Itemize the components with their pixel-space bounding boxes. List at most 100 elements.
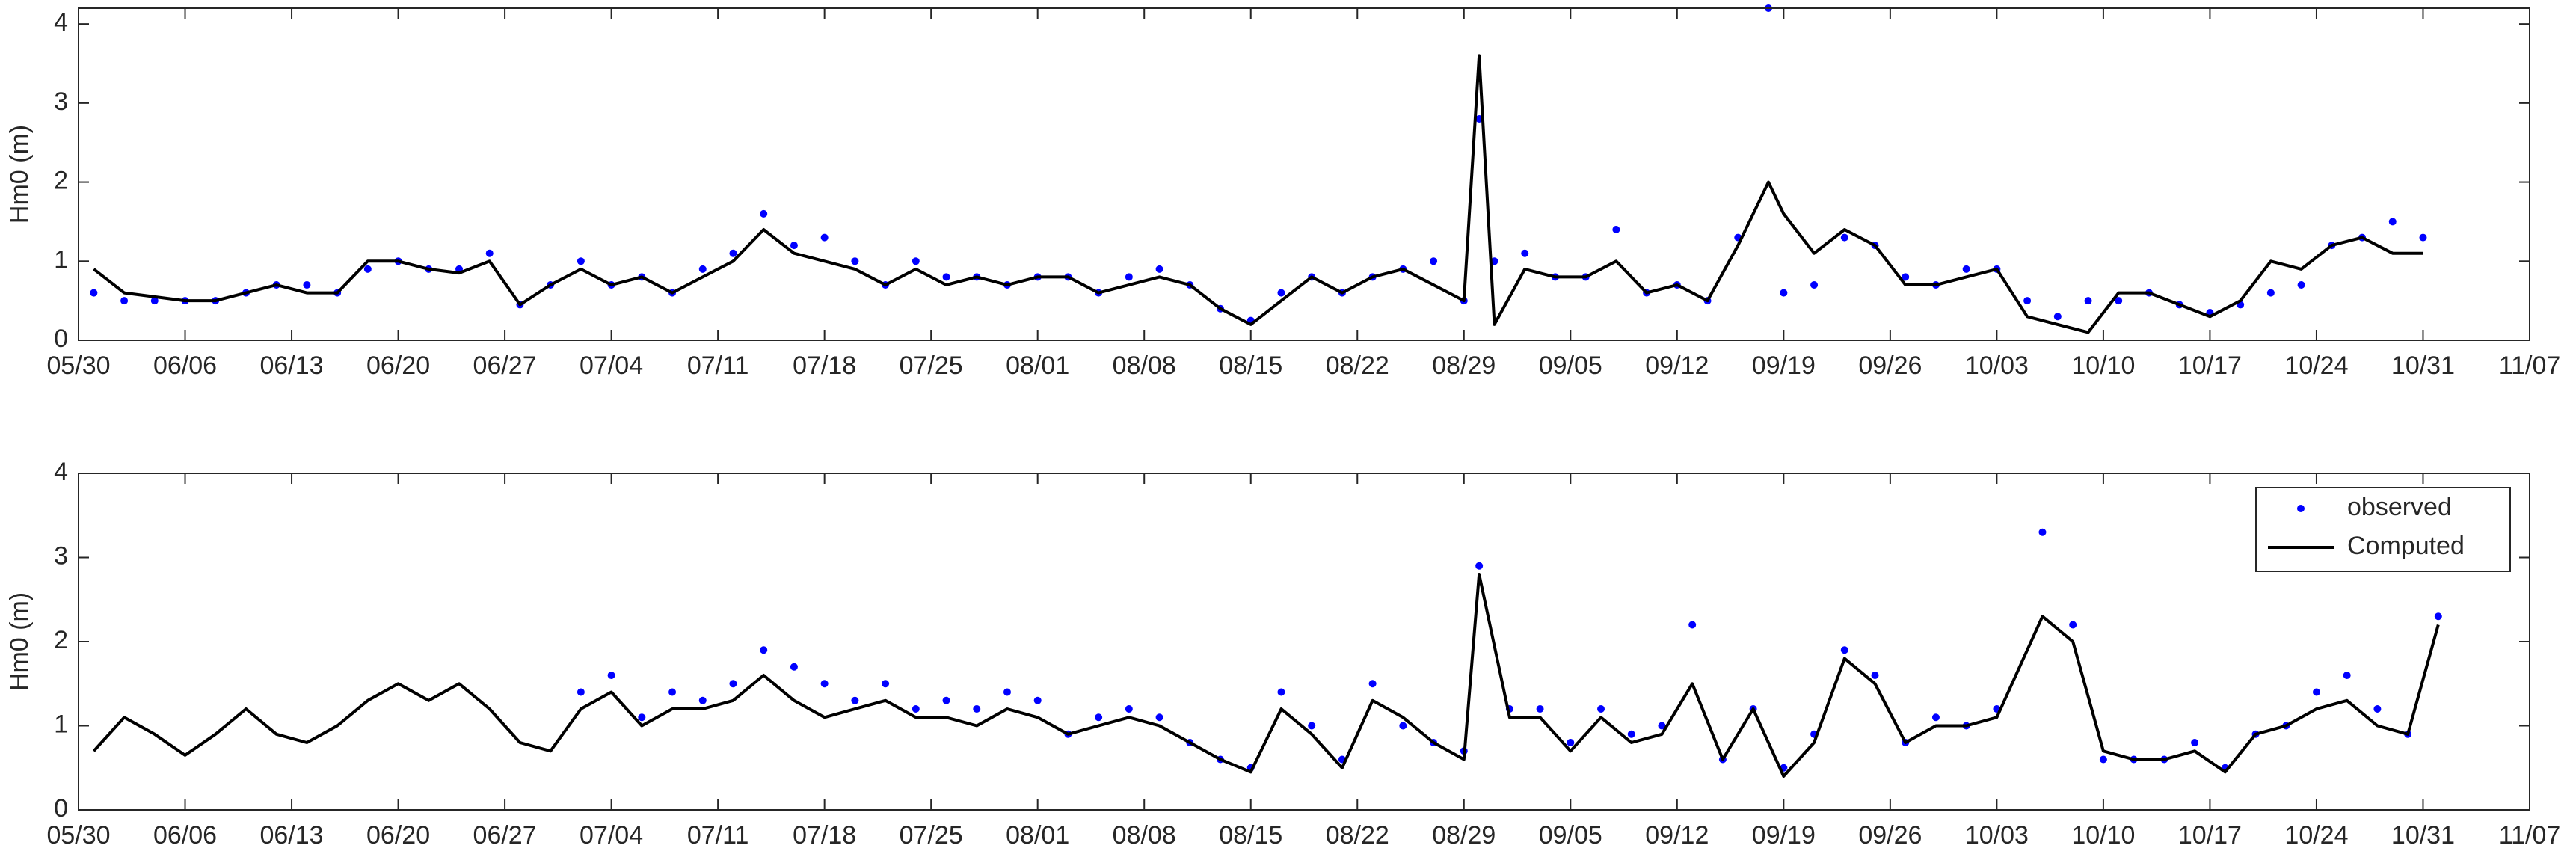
x-tick-label: 06/27 xyxy=(473,351,537,380)
legend-label: observed xyxy=(2347,493,2452,521)
observed-point xyxy=(760,646,768,654)
x-tick-label: 09/19 xyxy=(1752,351,1816,380)
x-tick-label: 10/31 xyxy=(2391,821,2455,850)
observed-point xyxy=(1780,289,1788,297)
observed-point xyxy=(1871,672,1879,679)
x-tick-label: 08/15 xyxy=(1219,351,1282,380)
observed-point xyxy=(1840,233,1848,242)
observed-point xyxy=(1033,696,1042,704)
observed-point xyxy=(2419,233,2427,242)
observed-point xyxy=(1658,722,1666,730)
y-tick-label: 3 xyxy=(54,87,68,116)
observed-point xyxy=(942,273,950,281)
y-tick-label: 2 xyxy=(54,167,68,195)
observed-point xyxy=(1003,688,1011,696)
observed-point xyxy=(851,696,859,704)
observed-point xyxy=(577,688,585,696)
x-tick-label: 08/29 xyxy=(1432,821,1496,850)
x-tick-label: 10/17 xyxy=(2178,821,2242,850)
x-tick-label: 06/20 xyxy=(366,821,430,850)
x-tick-label: 10/10 xyxy=(2071,821,2135,850)
observed-point xyxy=(2099,755,2107,764)
observed-point xyxy=(882,680,890,688)
x-tick-label: 10/17 xyxy=(2178,351,2242,380)
x-tick-label: 07/25 xyxy=(900,821,963,850)
observed-point xyxy=(638,713,646,722)
y-axis-label: Hm0 (m) xyxy=(5,125,34,224)
observed-point xyxy=(1475,562,1484,570)
observed-point xyxy=(1612,226,1620,233)
observed-point xyxy=(973,705,981,713)
x-tick-label: 10/24 xyxy=(2284,821,2348,850)
x-tick-label: 06/13 xyxy=(259,351,323,380)
observed-point xyxy=(790,242,798,250)
observed-point xyxy=(942,696,950,704)
x-tick-label: 07/04 xyxy=(580,351,643,380)
observed-point xyxy=(1490,257,1498,265)
observed-point xyxy=(698,265,707,273)
x-tick-label: 06/06 xyxy=(153,821,217,850)
observed-point xyxy=(577,257,585,265)
y-tick-label: 1 xyxy=(54,245,68,274)
x-tick-label: 08/22 xyxy=(1326,351,1389,380)
observed-point xyxy=(1810,281,1819,289)
x-tick-label: 10/31 xyxy=(2391,351,2455,380)
observed-point xyxy=(1430,257,1438,265)
x-tick-label: 07/18 xyxy=(793,351,856,380)
observed-point xyxy=(1155,713,1163,722)
observed-point xyxy=(2266,289,2275,297)
observed-point xyxy=(1125,273,1133,281)
x-tick-label: 07/11 xyxy=(687,351,749,380)
observed-point xyxy=(668,688,677,696)
observed-point xyxy=(2053,313,2062,321)
observed-point xyxy=(120,297,129,305)
x-tick-label: 09/26 xyxy=(1858,351,1922,380)
observed-point xyxy=(2115,297,2123,305)
observed-point xyxy=(2297,281,2305,289)
observed-point xyxy=(729,249,737,257)
x-tick-label: 08/01 xyxy=(1006,351,1069,380)
observed-point xyxy=(1688,621,1697,629)
observed-point xyxy=(2343,672,2351,679)
x-tick-label: 08/08 xyxy=(1113,351,1176,380)
y-tick-label: 4 xyxy=(54,8,68,37)
legend-box xyxy=(2255,487,2511,572)
x-tick-label: 09/12 xyxy=(1645,351,1709,380)
observed-point xyxy=(790,663,798,671)
legend-marker xyxy=(2297,505,2305,512)
x-tick-label: 06/06 xyxy=(153,351,217,380)
y-tick-label: 2 xyxy=(54,626,68,654)
observed-point xyxy=(820,233,829,242)
observed-point xyxy=(1840,646,1848,654)
legend-label: Computed xyxy=(2347,532,2465,560)
observed-point xyxy=(760,209,768,218)
observed-point xyxy=(1475,115,1484,123)
observed-point xyxy=(2023,297,2032,305)
x-tick-label: 09/05 xyxy=(1539,821,1602,850)
x-tick-label: 11/07 xyxy=(2499,351,2561,380)
x-tick-label: 07/04 xyxy=(580,821,643,850)
x-tick-label: 09/26 xyxy=(1858,821,1922,850)
x-tick-label: 05/30 xyxy=(46,351,110,380)
observed-point xyxy=(1567,739,1575,746)
observed-point xyxy=(607,672,615,679)
observed-point xyxy=(1308,722,1316,730)
x-tick-label: 07/11 xyxy=(687,821,749,850)
observed-point xyxy=(729,680,737,688)
y-axis-label: Hm0 (m) xyxy=(5,592,34,691)
observed-point xyxy=(2373,705,2382,713)
observed-point xyxy=(1521,249,1529,257)
observed-point xyxy=(2388,218,2397,226)
computed-line xyxy=(93,54,2423,334)
observed-point xyxy=(1125,705,1133,713)
x-tick-label: 10/03 xyxy=(1965,821,2029,850)
observed-point xyxy=(1931,713,1940,722)
observed-point xyxy=(2038,528,2047,536)
observed-point xyxy=(1627,730,1635,738)
observed-point xyxy=(303,281,311,289)
x-tick-label: 08/22 xyxy=(1326,821,1389,850)
x-tick-label: 10/03 xyxy=(1965,351,2029,380)
observed-point xyxy=(1399,722,1407,730)
